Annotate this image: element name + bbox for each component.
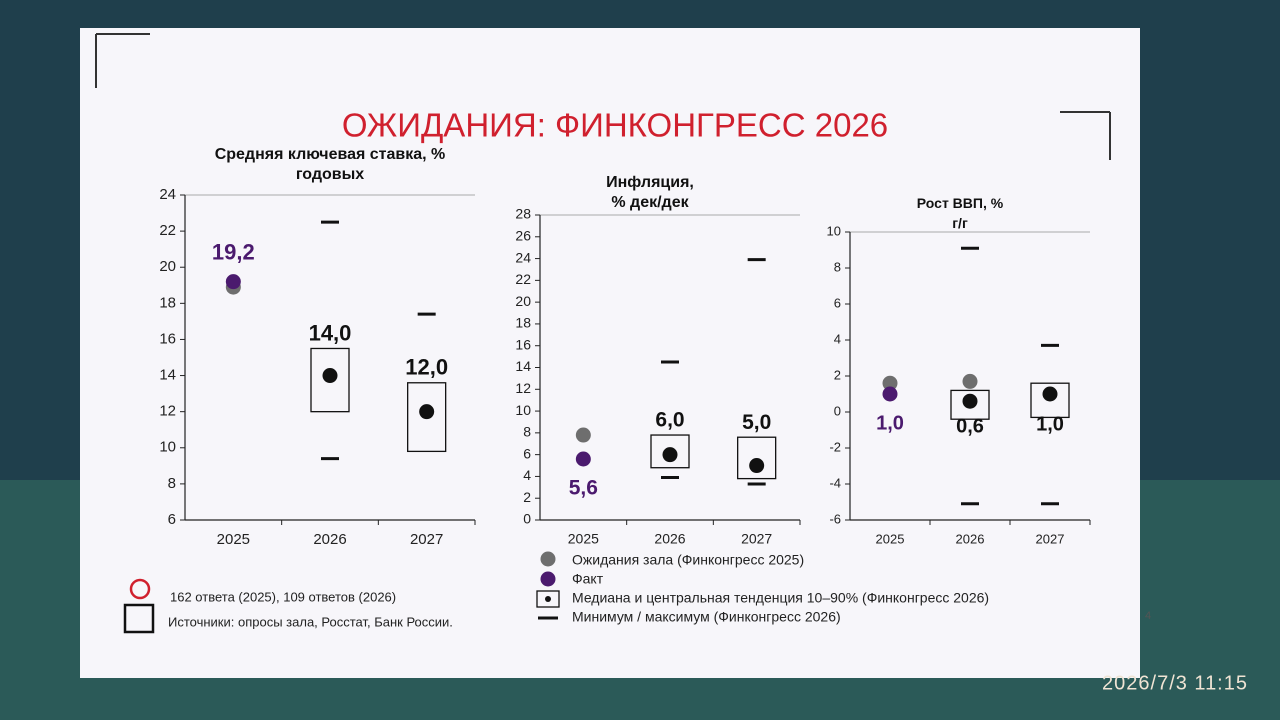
note-icon — [129, 578, 151, 600]
legend-label: Минимум / максимум (Финконгресс 2026) — [572, 609, 841, 625]
y-tick-label: 0 — [523, 511, 531, 527]
legend-icon — [536, 590, 560, 608]
median-dot — [749, 458, 765, 474]
data-dot — [962, 373, 978, 389]
x-tick-label: 2026 — [654, 531, 685, 547]
tendency-box — [737, 436, 777, 480]
note-icon — [123, 603, 155, 634]
corner-mark — [1060, 111, 1111, 160]
data-dot — [225, 274, 241, 290]
median-dot — [962, 393, 978, 409]
x-tick-label: 2025 — [568, 531, 599, 547]
median-dot — [1042, 386, 1058, 402]
page-number: 4 — [1145, 610, 1151, 622]
y-tick-label: 14 — [515, 358, 531, 374]
y-tick-label: 4 — [834, 331, 841, 346]
median-dot — [662, 447, 678, 463]
y-tick-label: 4 — [523, 467, 531, 483]
y-tick-label: 2 — [834, 367, 841, 382]
chart-title: Рост ВВП, % г/г — [916, 195, 1004, 231]
x-tick-label: 2027 — [741, 531, 772, 547]
y-tick-label: 24 — [515, 249, 531, 265]
y-tick-label: 10 — [827, 223, 841, 238]
y-tick-label: -4 — [829, 475, 841, 490]
chart-title: Инфляция, % дек/дек — [606, 174, 694, 211]
y-tick-label: 24 — [159, 186, 176, 203]
x-tick-label: 2026 — [956, 531, 985, 546]
y-tick-label: 8 — [168, 475, 176, 492]
y-tick-label: 18 — [159, 294, 176, 311]
y-tick-label: 8 — [834, 259, 841, 274]
value-label: 19,2 — [212, 239, 255, 264]
value-label: 12,0 — [405, 355, 448, 380]
y-tick-label: 22 — [159, 222, 176, 239]
data-dot — [882, 375, 898, 391]
median-dot — [419, 404, 435, 420]
y-tick-label: 6 — [834, 295, 841, 310]
value-label: 5,6 — [569, 477, 598, 500]
y-tick-label: 12 — [515, 380, 531, 396]
x-tick-label: 2025 — [217, 531, 250, 548]
tendency-box — [950, 389, 990, 420]
note: 162 ответа (2025), 109 ответов (2026) — [170, 589, 396, 604]
y-tick-label: -2 — [829, 439, 841, 454]
x-tick-label: 2025 — [876, 531, 905, 546]
x-tick-label: 2026 — [313, 531, 346, 548]
tendency-box — [650, 434, 690, 469]
y-tick-label: 14 — [159, 367, 176, 384]
value-label: 1,0 — [876, 412, 904, 434]
legend-icon — [540, 571, 556, 587]
y-tick-label: 22 — [515, 271, 531, 287]
value-label: 6,0 — [655, 409, 684, 432]
y-tick-label: 20 — [515, 293, 531, 309]
tendency-box — [310, 347, 350, 413]
data-dot — [575, 427, 591, 443]
legend-label: Факт — [572, 571, 604, 587]
tendency-box — [1030, 382, 1070, 419]
data-dot — [882, 386, 898, 402]
y-tick-label: 16 — [159, 330, 176, 347]
slide-title: ОЖИДАНИЯ: ФИНКОНГРЕСС 2026 — [342, 107, 888, 144]
y-tick-label: 26 — [515, 227, 531, 243]
y-tick-label: 20 — [159, 258, 176, 275]
legend-icon — [545, 596, 551, 602]
value-label: 1,0 — [1036, 414, 1064, 436]
y-tick-label: 6 — [168, 511, 176, 528]
x-tick-label: 2027 — [410, 531, 443, 548]
x-tick-label: 2027 — [1036, 531, 1065, 546]
timestamp: 2026/7/3 11:15 — [1102, 672, 1248, 694]
y-tick-label: 10 — [515, 402, 531, 418]
legend-label: Медиана и центральная тенденция 10–90% (… — [572, 590, 989, 606]
y-tick-label: 28 — [515, 206, 531, 222]
y-tick-label: 6 — [523, 445, 531, 461]
legend-label: Ожидания зала (Финконгресс 2025) — [572, 552, 804, 568]
y-tick-label: 12 — [159, 403, 176, 420]
data-dot — [575, 451, 591, 467]
note: Источники: опросы зала, Росстат, Банк Ро… — [168, 614, 453, 629]
value-label: 14,0 — [309, 320, 352, 345]
y-tick-label: 2 — [523, 489, 531, 505]
y-tick-label: 8 — [523, 424, 531, 440]
chart-title: Средняя ключевая ставка, % годовых — [214, 146, 446, 183]
tendency-box — [407, 382, 447, 453]
y-tick-label: 16 — [515, 336, 531, 352]
corner-mark — [95, 33, 150, 88]
slide — [80, 28, 1140, 678]
y-tick-label: 10 — [159, 439, 176, 456]
legend-icon — [540, 551, 556, 567]
y-tick-label: 0 — [834, 403, 841, 418]
y-tick-label: 18 — [515, 315, 531, 331]
value-label: 0,6 — [956, 415, 984, 437]
value-label: 5,0 — [742, 411, 771, 434]
median-dot — [322, 368, 338, 384]
y-tick-label: -6 — [829, 511, 841, 526]
